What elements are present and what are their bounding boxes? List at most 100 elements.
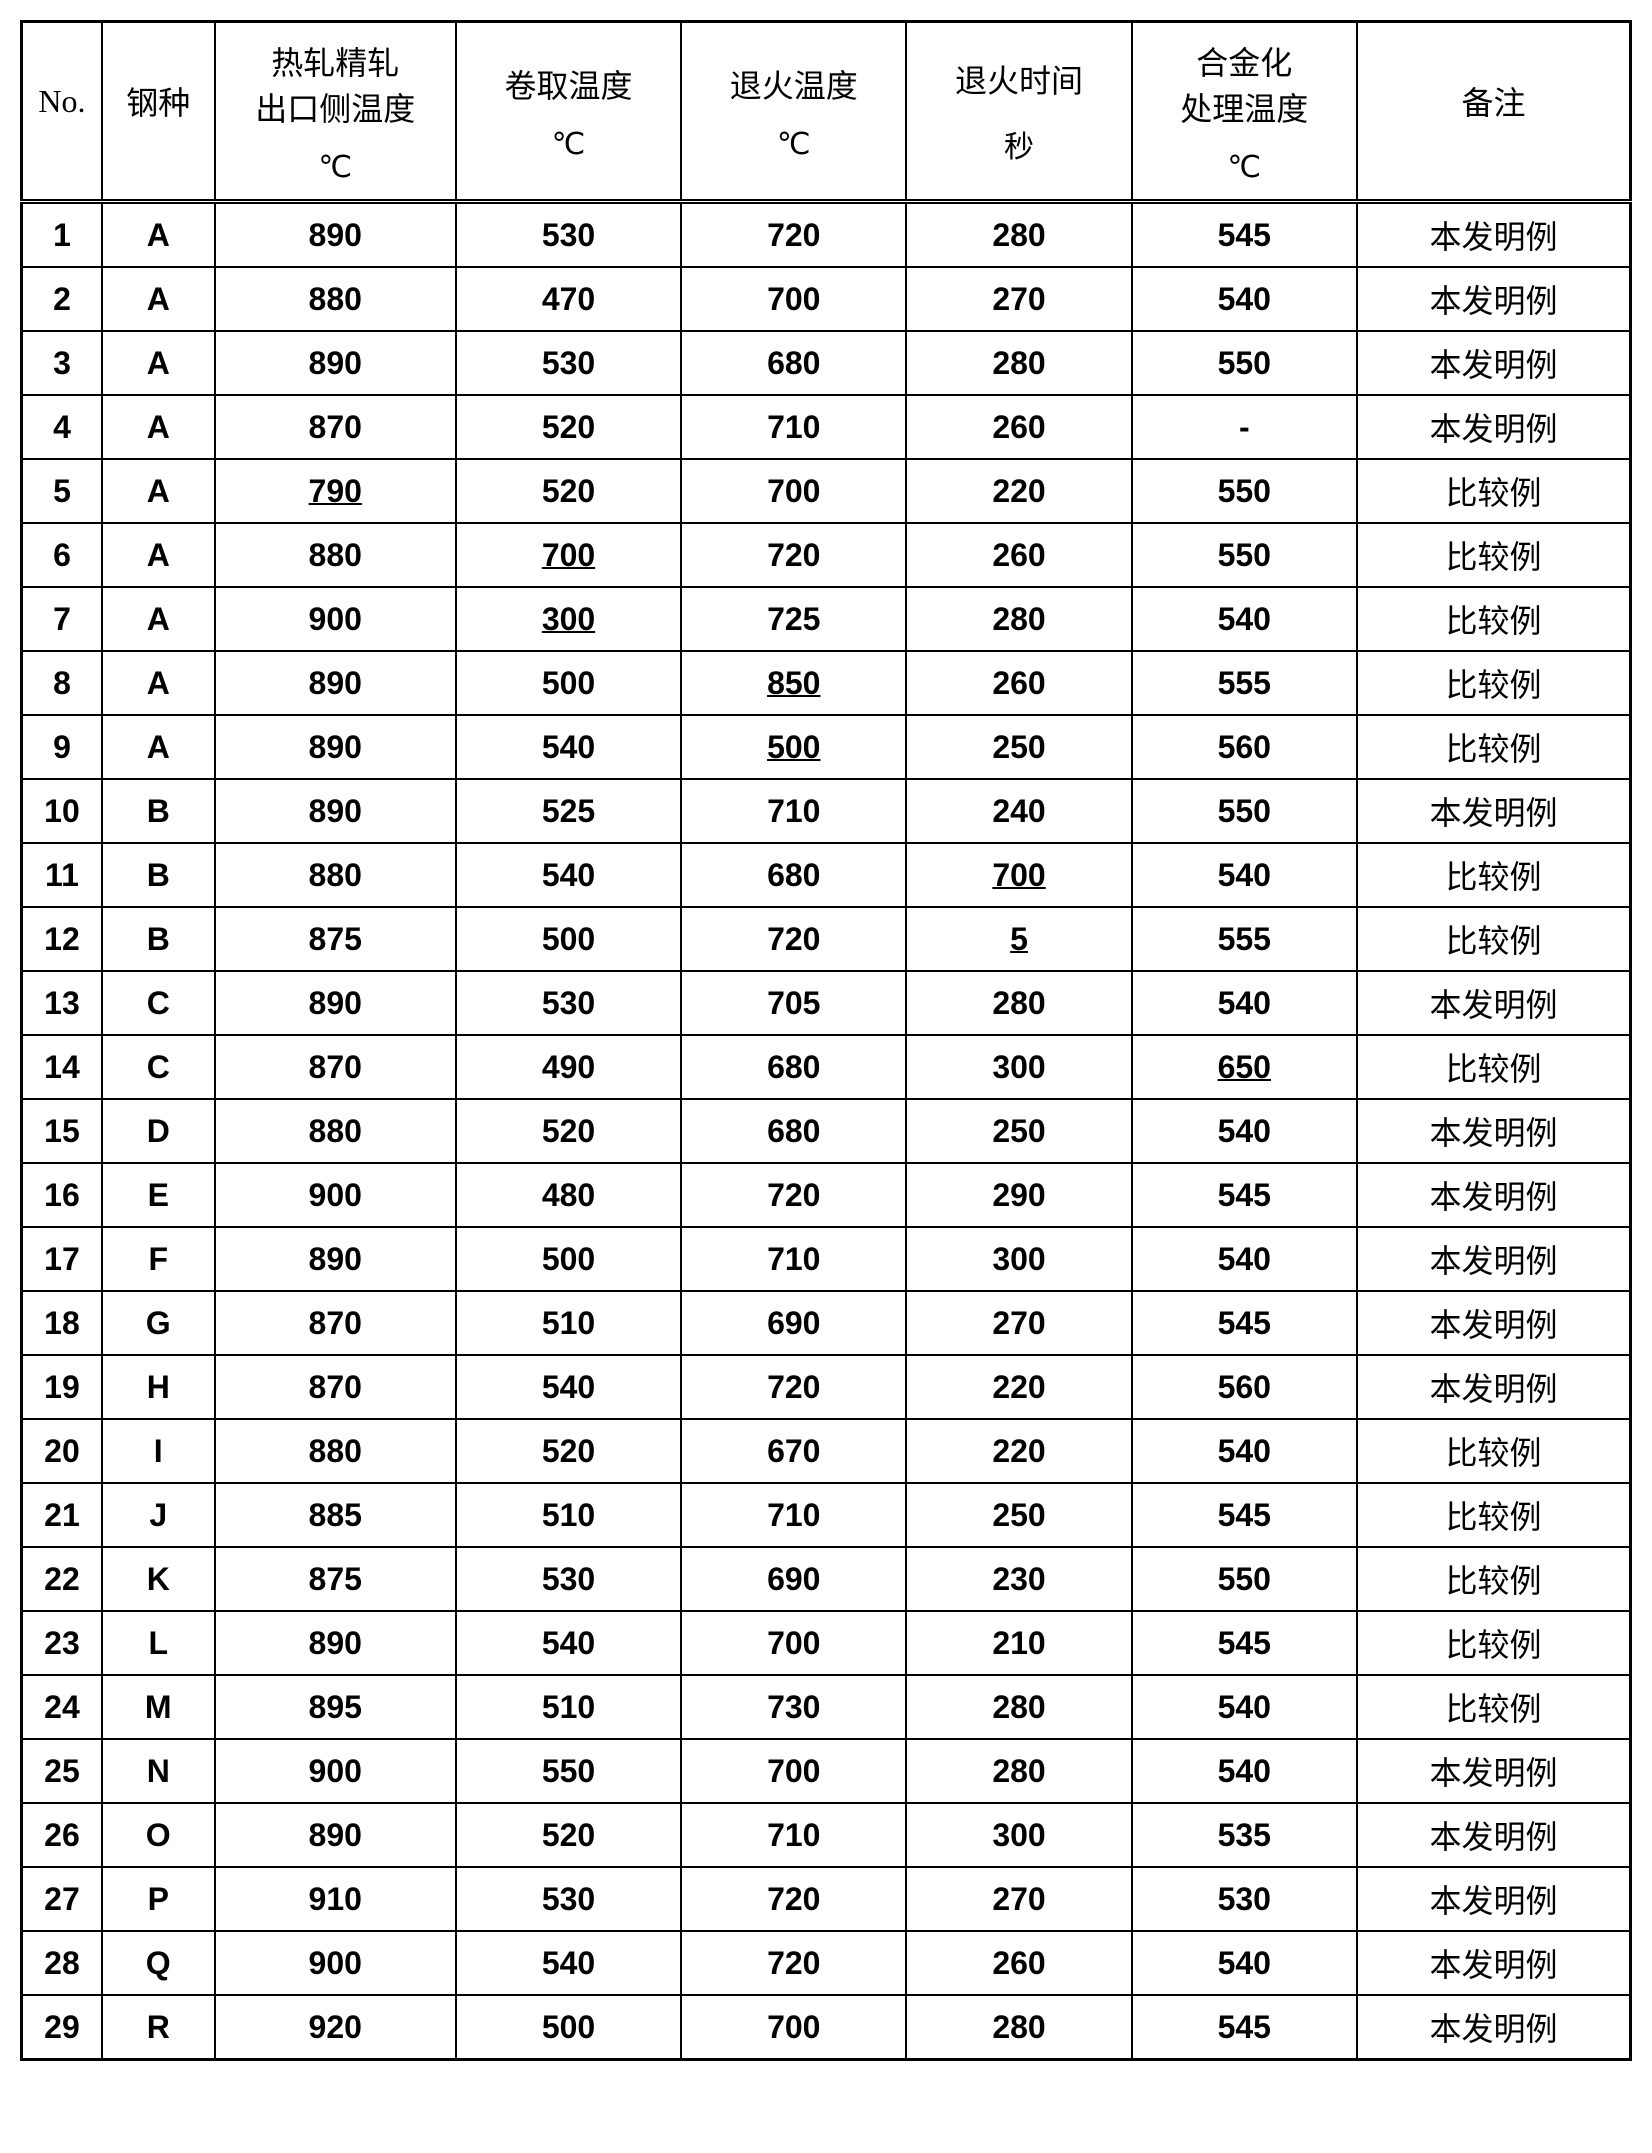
cell-temp3: 700 (681, 459, 906, 523)
header-temp4: 合金化 处理温度 ℃ (1132, 22, 1357, 202)
header-unit-time: 秒 (911, 122, 1126, 166)
cell-temp3: 850 (681, 651, 906, 715)
cell-time: 250 (906, 715, 1131, 779)
cell-steel: Q (102, 1931, 215, 1995)
cell-remark: 比较例 (1357, 651, 1631, 715)
cell-no: 10 (22, 779, 102, 843)
table-row: 11B880540680700540比较例 (22, 843, 1631, 907)
cell-temp3: 705 (681, 971, 906, 1035)
cell-temp4: 540 (1132, 587, 1357, 651)
cell-no: 16 (22, 1163, 102, 1227)
cell-temp1: 895 (215, 1675, 456, 1739)
table-row: 27P910530720270530本发明例 (22, 1867, 1631, 1931)
cell-steel: L (102, 1611, 215, 1675)
cell-temp1: 870 (215, 1355, 456, 1419)
cell-temp2: 300 (456, 587, 681, 651)
cell-steel: H (102, 1355, 215, 1419)
cell-steel: D (102, 1099, 215, 1163)
cell-temp1: 880 (215, 1419, 456, 1483)
table-row: 20I880520670220540比较例 (22, 1419, 1631, 1483)
cell-time: 250 (906, 1483, 1131, 1547)
cell-temp4: 545 (1132, 1611, 1357, 1675)
cell-temp4: 545 (1132, 1995, 1357, 2060)
cell-no: 7 (22, 587, 102, 651)
cell-steel: A (102, 202, 215, 268)
header-main-temp2: 卷取温度 (461, 61, 676, 107)
table-row: 17F890500710300540本发明例 (22, 1227, 1631, 1291)
cell-time: 280 (906, 1995, 1131, 2060)
cell-temp4: 545 (1132, 1483, 1357, 1547)
cell-temp3: 670 (681, 1419, 906, 1483)
table-body: 1A890530720280545本发明例2A880470700270540本发… (22, 202, 1631, 2060)
cell-steel: I (102, 1419, 215, 1483)
cell-temp3: 680 (681, 843, 906, 907)
cell-temp4: 550 (1132, 1547, 1357, 1611)
cell-temp3: 700 (681, 1611, 906, 1675)
header-unit-temp4: ℃ (1137, 150, 1352, 185)
cell-temp4: 540 (1132, 267, 1357, 331)
cell-remark: 本发明例 (1357, 1163, 1631, 1227)
cell-no: 2 (22, 267, 102, 331)
cell-temp2: 520 (456, 1099, 681, 1163)
cell-temp4: 540 (1132, 971, 1357, 1035)
cell-temp2: 530 (456, 331, 681, 395)
cell-temp1: 910 (215, 1867, 456, 1931)
cell-remark: 比较例 (1357, 1611, 1631, 1675)
cell-no: 12 (22, 907, 102, 971)
cell-remark: 本发明例 (1357, 1099, 1631, 1163)
header-steel: 钢种 (102, 22, 215, 202)
cell-temp1: 880 (215, 843, 456, 907)
cell-temp4: 540 (1132, 1099, 1357, 1163)
header-remark: 备注 (1357, 22, 1631, 202)
cell-temp4: 560 (1132, 1355, 1357, 1419)
cell-remark: 本发明例 (1357, 1803, 1631, 1867)
cell-temp3: 710 (681, 1803, 906, 1867)
cell-no: 24 (22, 1675, 102, 1739)
cell-temp4: 540 (1132, 1739, 1357, 1803)
cell-time: 260 (906, 651, 1131, 715)
cell-no: 27 (22, 1867, 102, 1931)
cell-temp4: 545 (1132, 1291, 1357, 1355)
cell-time: 220 (906, 1355, 1131, 1419)
cell-temp3: 720 (681, 1355, 906, 1419)
table-row: 8A890500850260555比较例 (22, 651, 1631, 715)
cell-no: 23 (22, 1611, 102, 1675)
table-row: 16E900480720290545本发明例 (22, 1163, 1631, 1227)
table-row: 12B8755007205555比较例 (22, 907, 1631, 971)
header-main-temp4: 合金化 处理温度 (1137, 38, 1352, 130)
cell-temp3: 710 (681, 395, 906, 459)
cell-temp2: 530 (456, 971, 681, 1035)
cell-temp2: 700 (456, 523, 681, 587)
cell-remark: 比较例 (1357, 1419, 1631, 1483)
cell-temp3: 710 (681, 779, 906, 843)
header-row: No.钢种热轧精轧 出口侧温度℃卷取温度℃退火温度℃退火时间秒合金化 处理温度℃… (22, 22, 1631, 202)
cell-remark: 比较例 (1357, 1547, 1631, 1611)
table-row: 26O890520710300535本发明例 (22, 1803, 1631, 1867)
cell-remark: 本发明例 (1357, 1291, 1631, 1355)
cell-steel: B (102, 779, 215, 843)
cell-temp2: 520 (456, 395, 681, 459)
cell-no: 11 (22, 843, 102, 907)
cell-temp1: 890 (215, 971, 456, 1035)
cell-temp1: 870 (215, 395, 456, 459)
cell-no: 20 (22, 1419, 102, 1483)
cell-no: 21 (22, 1483, 102, 1547)
cell-temp1: 870 (215, 1035, 456, 1099)
header-temp1: 热轧精轧 出口侧温度℃ (215, 22, 456, 202)
table-row: 6A880700720260550比较例 (22, 523, 1631, 587)
cell-time: 280 (906, 202, 1131, 268)
cell-no: 29 (22, 1995, 102, 2060)
cell-temp3: 700 (681, 267, 906, 331)
cell-temp4: 650 (1132, 1035, 1357, 1099)
cell-temp4: 545 (1132, 202, 1357, 268)
cell-remark: 本发明例 (1357, 1995, 1631, 2060)
cell-temp2: 500 (456, 1227, 681, 1291)
cell-remark: 比较例 (1357, 523, 1631, 587)
cell-time: 210 (906, 1611, 1131, 1675)
table-row: 14C870490680300650比较例 (22, 1035, 1631, 1099)
cell-time: 270 (906, 267, 1131, 331)
cell-time: 290 (906, 1163, 1131, 1227)
table-row: 19H870540720220560本发明例 (22, 1355, 1631, 1419)
cell-time: 5 (906, 907, 1131, 971)
cell-steel: J (102, 1483, 215, 1547)
